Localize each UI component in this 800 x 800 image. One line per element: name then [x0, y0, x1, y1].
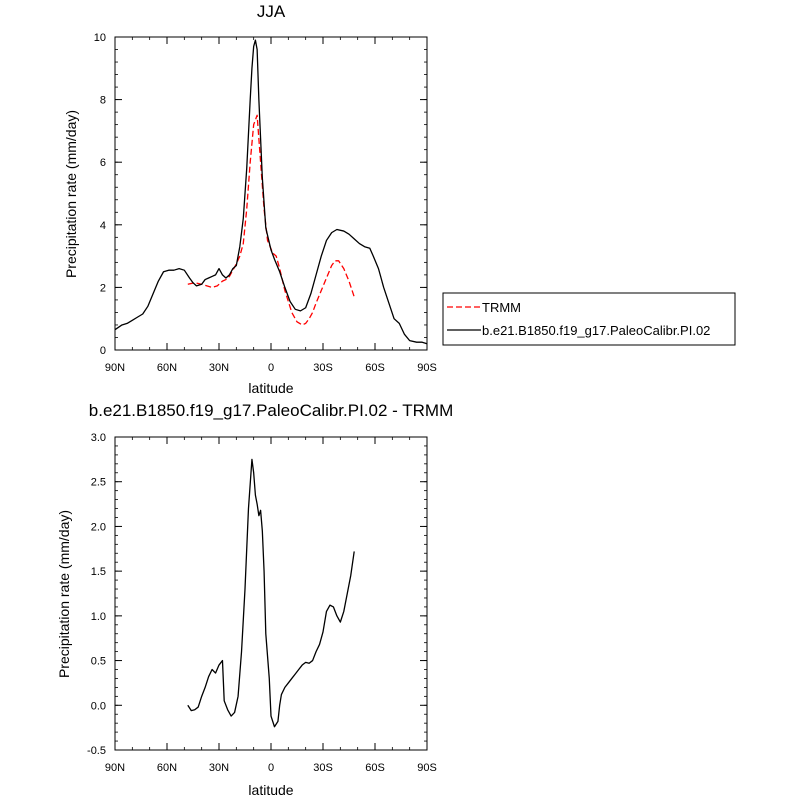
- chart-bottom-y-tick-label: 1.0: [91, 611, 106, 623]
- chart-top-y-tick-label: 2: [100, 282, 106, 294]
- chart-bottom-y-tick-label: -0.5: [87, 745, 106, 757]
- chart-bottom-x-tick-label: 90S: [417, 762, 437, 774]
- chart-top-series-line-model: [114, 39, 428, 345]
- chart-bottom-y-tick-label: 3.0: [91, 432, 106, 444]
- chart-top-ylabel: Precipitation rate (mm/day): [63, 110, 79, 278]
- chart-bottom-x-tick-label: 60S: [365, 762, 385, 774]
- chart-top-title: JJA: [257, 2, 286, 21]
- chart-bottom-y-tick-label: 2.0: [91, 521, 106, 533]
- chart-top-y-tick-label: 6: [100, 157, 106, 169]
- chart-top-x-tick-label: 0: [268, 362, 274, 374]
- chart-top-x-tick-label: 90N: [105, 362, 125, 374]
- chart-top-series-line-trmm: [187, 114, 355, 326]
- chart-bottom-y-tick-label: 0.5: [91, 656, 106, 668]
- chart-bottom-y-tick-label: 0.0: [91, 700, 106, 712]
- chart-bottom-x-tick-label: 0: [268, 762, 274, 774]
- chart-top-y-tick-label: 8: [100, 95, 106, 107]
- chart-bottom-x-tick-label: 30N: [209, 762, 229, 774]
- chart-bottom-y-tick-label: 1.5: [91, 566, 106, 578]
- chart-top-x-tick-label: 30S: [313, 362, 333, 374]
- chart-bottom-x-tick-label: 60N: [157, 762, 177, 774]
- chart-bottom-axes: 90N 60N 30N 0 30S 60S 90S -0.5 0.0 0.5 1.0 1.5 2.0 2.…: [87, 432, 437, 774]
- chart-top-x-tick-label: 60N: [157, 362, 177, 374]
- chart-bottom-title: b.e21.B1850.f19_g17.PaleoCalibr.PI.02 - …: [89, 401, 453, 420]
- legend-box: [442, 292, 736, 346]
- chart-bottom-ylabel: Precipitation rate (mm/day): [56, 510, 72, 678]
- chart-top-y-tick-label: 4: [100, 220, 106, 232]
- chart-bottom-x-tick-label: 30S: [313, 762, 333, 774]
- legend-label-trmm: TRMM: [482, 300, 521, 315]
- chart-top-series-layer: [114, 39, 428, 345]
- chart-top-y-tick-label: 0: [100, 345, 106, 357]
- chart-bottom: b.e21.B1850.f19_g17.PaleoCalibr.PI.02 - …: [56, 401, 453, 798]
- chart-top-axes: 90N 60N 30N 0 30S 60S 90S 0 2 4 6 8 10: [94, 32, 437, 374]
- chart-bottom-series-line-difference: [187, 458, 355, 728]
- chart-bottom-xlabel: latitude: [248, 782, 293, 798]
- chart-top-x-tick-label: 90S: [417, 362, 437, 374]
- chart-bottom-plot-frame: [114, 436, 428, 751]
- chart-top-y-tick-label: 10: [94, 32, 106, 44]
- legend: TRMM b.e21.B1850.f19_g17.PaleoCalibr.PI.…: [442, 292, 736, 346]
- chart-top-x-tick-label: 60S: [365, 362, 385, 374]
- chart-top-xlabel: latitude: [248, 380, 293, 396]
- chart-bottom-series-layer: [187, 458, 355, 728]
- chart-top-x-tick-label: 30N: [209, 362, 229, 374]
- chart-top-plot-frame: [114, 36, 428, 351]
- chart-bottom-y-tick-label: 2.5: [91, 477, 106, 489]
- legend-label-model: b.e21.B1850.f19_g17.PaleoCalibr.PI.02: [482, 323, 710, 338]
- chart-bottom-x-tick-label: 90N: [105, 762, 125, 774]
